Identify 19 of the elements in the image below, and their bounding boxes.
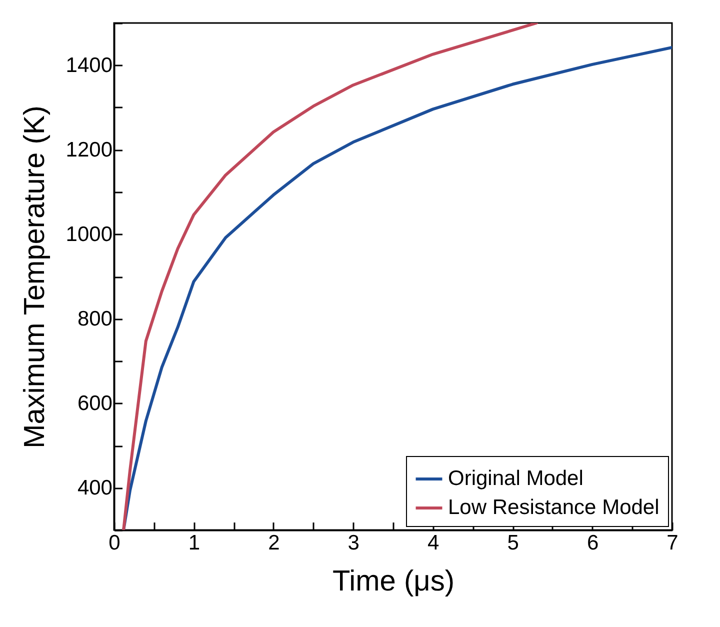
x-tick-label: 6 [586, 532, 599, 554]
legend-label: Original Model [448, 467, 584, 490]
x-tick-label: 3 [348, 532, 360, 554]
y-tick-label: 400 [77, 476, 112, 500]
y-tick-label: 1400 [66, 54, 112, 77]
x-tick-label: 2 [268, 532, 280, 554]
line-series [122, 46, 672, 530]
y-tick-label: 800 [77, 307, 112, 330]
legend-label: Low Resistance Model [448, 496, 660, 519]
x-tick-label: 0 [108, 532, 120, 554]
x-tick-label: 4 [428, 532, 440, 554]
y-tick-label: 1200 [66, 138, 112, 162]
y-axis-title: Maximum Temperature (K) [18, 106, 51, 448]
x-tick-label: 5 [507, 532, 519, 554]
x-tick-label: 7 [666, 532, 678, 554]
y-tick-label: 600 [77, 392, 112, 415]
x-tick-label: 1 [188, 532, 200, 554]
y-tick-label: 1000 [66, 222, 112, 246]
x-axis-title: Time (μs) [332, 566, 454, 598]
